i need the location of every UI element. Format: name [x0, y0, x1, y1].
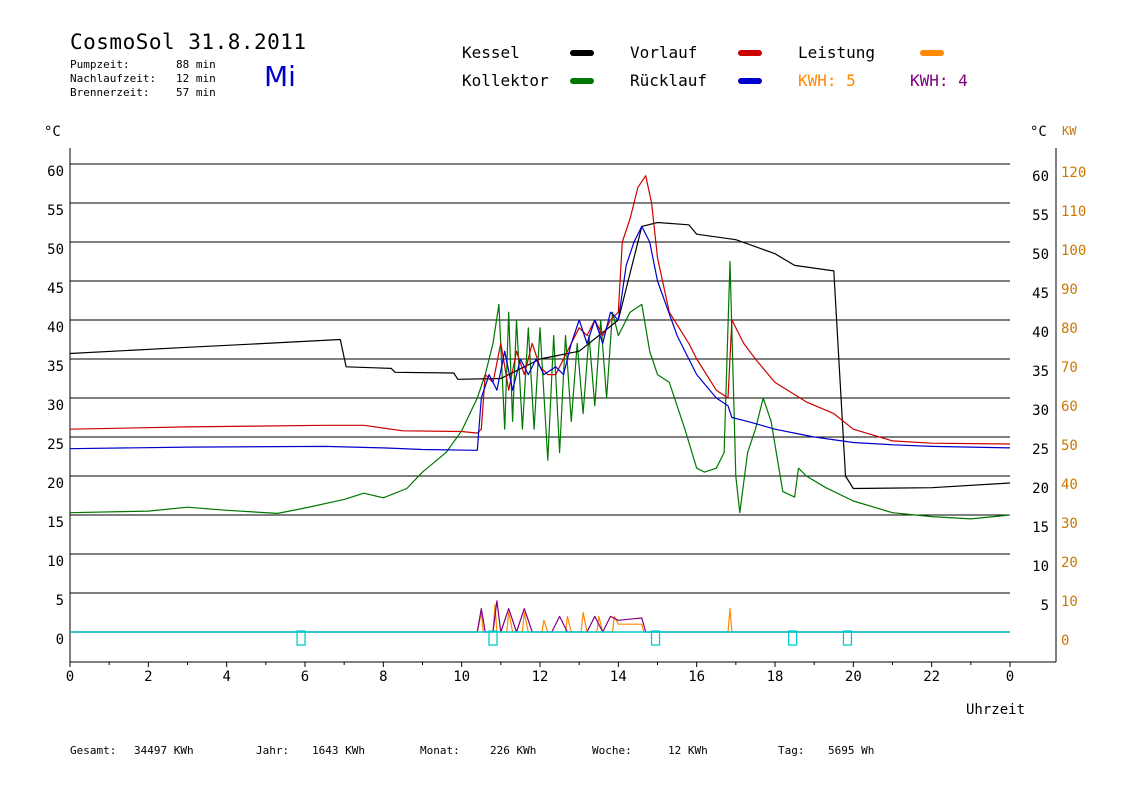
series-line-vorlauf	[69, 175, 1011, 445]
y-power-tick-label: 30	[1061, 516, 1078, 532]
y-power-tick-label: 60	[1061, 399, 1078, 415]
legend-kessel: Kessel	[462, 43, 520, 62]
y-power-tick-label: 100	[1061, 243, 1086, 259]
tick-labels: 0 2 4 6 8 10 12 14 16 18 20 22 005101520253035404550…	[47, 164, 1086, 685]
y-power-tick-label: 110	[1061, 204, 1086, 220]
y-right-unit-label: °C	[1030, 124, 1047, 140]
y-left-tick-label: 15	[47, 515, 64, 531]
series-line-ruecklauf	[69, 225, 1011, 451]
footer-jahr-value: 1643 KWh	[312, 744, 365, 757]
footer-tag-value: 5695 Wh	[828, 744, 875, 757]
footer-gesamt-label: Gesamt:	[70, 744, 117, 757]
footer-woche-label: Woche:	[592, 744, 632, 757]
grid-lines	[70, 163, 1010, 594]
pump-marker	[650, 630, 661, 646]
x-tick-label: 0	[66, 669, 74, 685]
y-right-tick-label: 60	[1032, 169, 1049, 185]
series-line-kwh_purple	[70, 600, 1010, 633]
y-left-unit-label: °C	[44, 124, 61, 140]
y-right-tick-label: 10	[1032, 559, 1049, 575]
footer-jahr-label: Jahr:	[256, 744, 290, 757]
y-power-tick-label: 70	[1061, 360, 1078, 376]
y-left-tick-label: 30	[47, 398, 64, 414]
y-right-tick-label: 20	[1032, 481, 1049, 497]
x-tick-label: 14	[610, 669, 627, 685]
legend-kwh-purple: KWH: 4	[910, 71, 968, 90]
footer-tag-label: Tag:	[778, 744, 805, 757]
x-tick-label: 10	[453, 669, 470, 685]
footer-woche-value: 12 KWh	[668, 744, 708, 757]
chart-title: CosmoSol 31.8.2011	[70, 30, 307, 54]
y-left-tick-label: 60	[47, 164, 64, 180]
x-tick-label: 12	[532, 669, 549, 685]
x-tick-label: 2	[144, 669, 152, 685]
y-left-tick-label: 0	[56, 632, 64, 648]
pump-marker	[296, 630, 306, 646]
y-right-tick-label: 5	[1041, 598, 1049, 614]
footer-monat-label: Monat:	[420, 744, 460, 757]
stat-brennerzeit-value: 57 min	[176, 86, 216, 99]
stat-nachlaufzeit-label: Nachlaufzeit:	[70, 72, 157, 85]
legend-vorlauf: Vorlauf	[630, 43, 698, 62]
x-tick-label: 6	[301, 669, 309, 685]
y-power-tick-label: 90	[1061, 282, 1078, 298]
legend-leistung: Leistung	[798, 43, 876, 62]
series-lines	[69, 175, 1011, 633]
y-right-tick-label: 45	[1032, 286, 1049, 302]
y-left-tick-label: 55	[47, 203, 64, 219]
pump-marker	[787, 630, 798, 646]
footer-monat-value: 226 KWh	[490, 744, 537, 757]
y-right-tick-label: 30	[1032, 403, 1049, 419]
y-power-tick-label: 120	[1061, 165, 1086, 181]
series-line-leistung	[70, 604, 1010, 633]
y-right-tick-label: 25	[1032, 442, 1049, 458]
stat-pumpzeit-value: 88 min	[176, 58, 216, 71]
y-power-tick-label: 10	[1061, 594, 1078, 610]
y-left-tick-label: 25	[47, 437, 64, 453]
legend-kwh-orange: KWH: 5	[798, 71, 856, 90]
weekday-label: Mi	[264, 60, 296, 93]
y-right-tick-label: 50	[1032, 247, 1049, 263]
x-tick-label: 8	[379, 669, 387, 685]
x-tick-label: 4	[222, 669, 230, 685]
legend-ruecklauf: Rücklauf	[630, 71, 708, 90]
y-power-tick-label: 20	[1061, 555, 1078, 571]
y-right-tick-label: 15	[1032, 520, 1049, 536]
pump-marker	[842, 630, 853, 646]
axes	[69, 148, 1057, 663]
y-power-tick-label: 0	[1061, 633, 1069, 649]
y-power-tick-label: 80	[1061, 321, 1078, 337]
x-axis-label: Uhrzeit	[966, 702, 1026, 718]
y-power-tick-label: 40	[1061, 477, 1078, 493]
y-left-tick-label: 35	[47, 359, 64, 375]
y-left-tick-label: 20	[47, 476, 64, 492]
y-power-tick-label: 50	[1061, 438, 1078, 454]
series-line-kessel	[69, 221, 1011, 490]
y-left-tick-label: 5	[56, 593, 64, 609]
y-left-tick-label: 10	[47, 554, 64, 570]
footer-gesamt-value: 34497 KWh	[134, 744, 194, 757]
y-right-tick-label: 40	[1032, 325, 1049, 341]
legend-kollektor: Kollektor	[462, 71, 549, 90]
legend-swatches	[570, 50, 944, 84]
x-tick-label: 16	[688, 669, 705, 685]
series-line-kollektor	[69, 260, 1011, 520]
x-tick-label: 0	[1006, 669, 1014, 685]
y-right-power-unit-label: KW	[1062, 124, 1077, 138]
x-tick-label: 20	[845, 669, 862, 685]
y-right-tick-label: 35	[1032, 364, 1049, 380]
stat-pumpzeit-label: Pumpzeit:	[70, 58, 130, 71]
pump-marker	[488, 630, 498, 646]
pump-markers	[296, 630, 853, 646]
y-left-tick-label: 50	[47, 242, 64, 258]
x-tick-label: 18	[767, 669, 784, 685]
y-right-tick-label: 55	[1032, 208, 1049, 224]
y-left-tick-label: 45	[47, 281, 64, 297]
stat-nachlaufzeit-value: 12 min	[176, 72, 216, 85]
x-tick-label: 22	[923, 669, 940, 685]
stat-brennerzeit-label: Brennerzeit:	[70, 86, 150, 99]
y-left-tick-label: 40	[47, 320, 64, 336]
